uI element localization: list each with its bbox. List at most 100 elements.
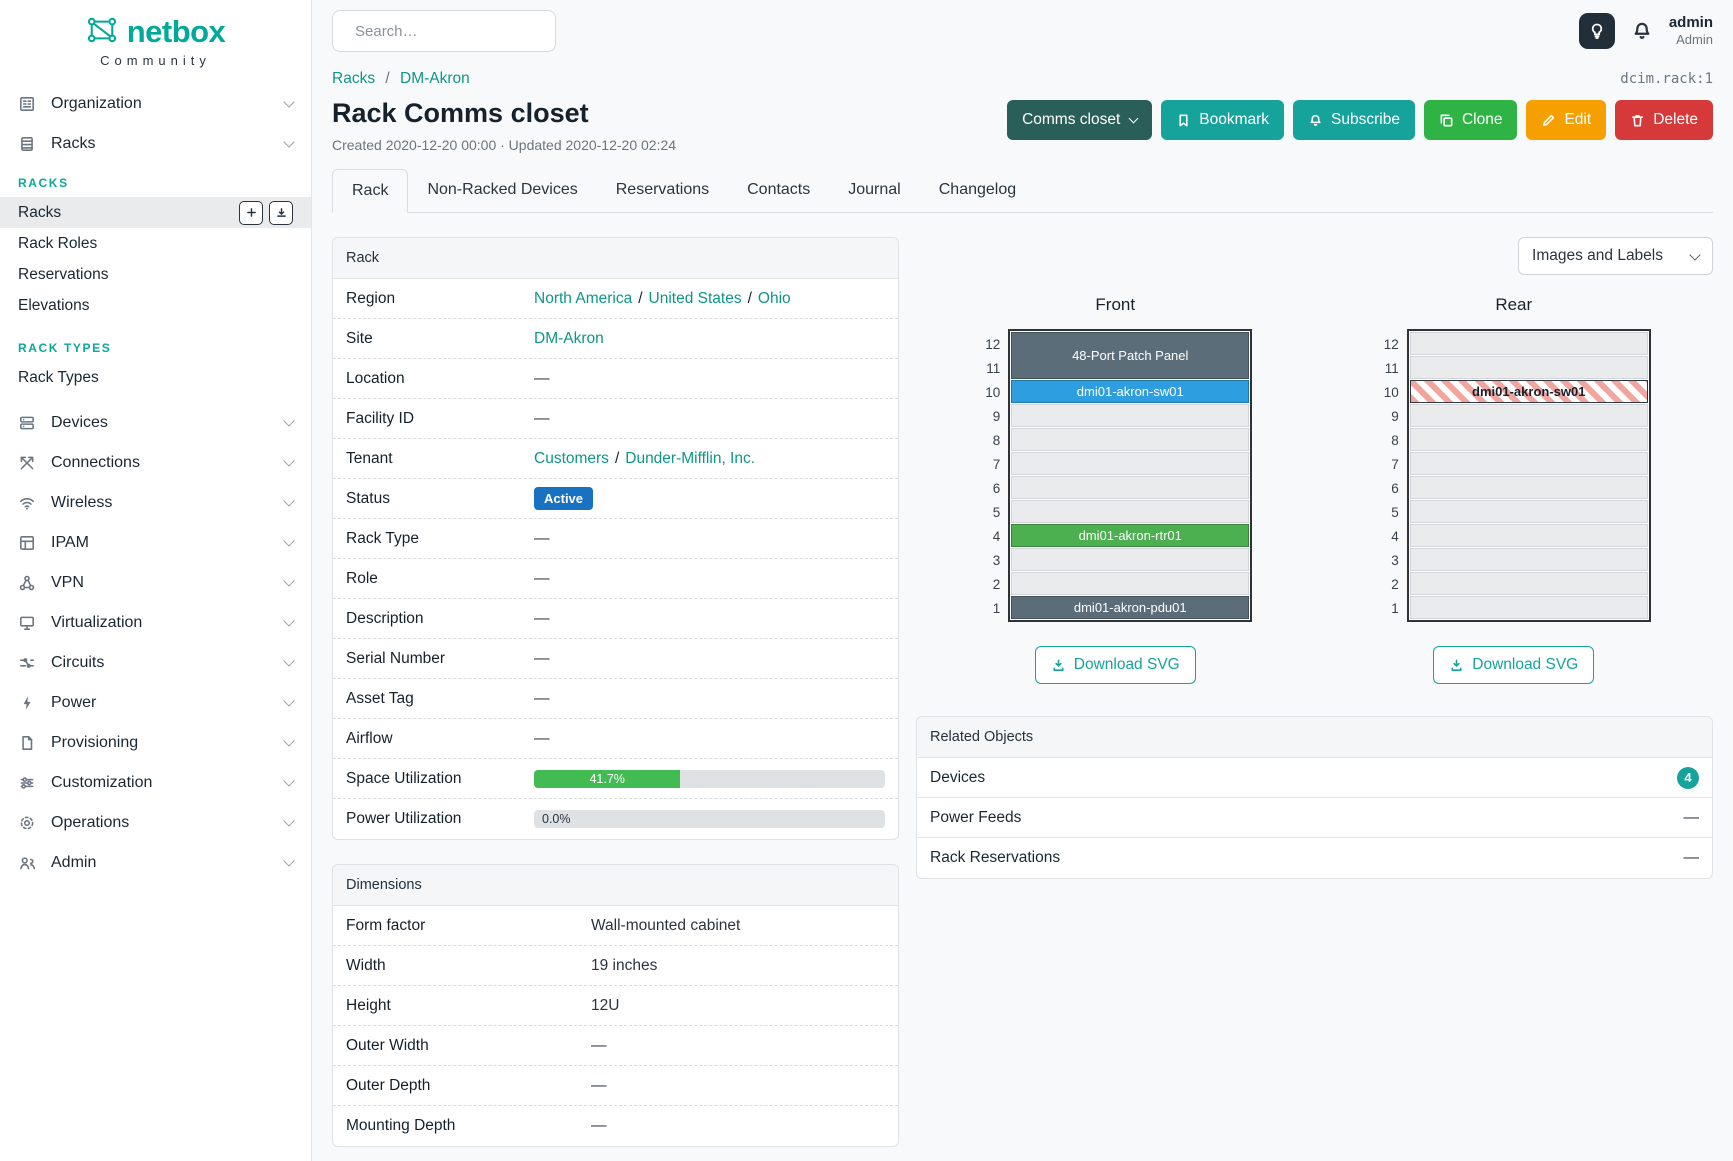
sidebar-item-ipam[interactable]: IPAM xyxy=(0,523,311,563)
sidebar-item-virtualization[interactable]: Virtualization xyxy=(0,603,311,643)
brand[interactable]: netbox Community xyxy=(0,14,311,68)
tab-changelog[interactable]: Changelog xyxy=(938,181,1017,198)
import-racks-button[interactable] xyxy=(269,200,293,225)
download-svg-front-button[interactable]: Download SVG xyxy=(1034,646,1196,684)
related-row-devices[interactable]: Devices 4 xyxy=(917,758,1712,798)
sidebar-item-label: IPAM xyxy=(51,534,89,551)
sidebar-item-label: Provisioning xyxy=(51,734,139,751)
empty-unit[interactable] xyxy=(1011,500,1250,523)
sidebar-item-provisioning[interactable]: Provisioning xyxy=(0,723,311,763)
rack-device-sw01[interactable]: dmi01-akron-sw01 xyxy=(1011,380,1250,403)
sidebar-item-admin[interactable]: Admin xyxy=(0,843,311,883)
tab-rack[interactable]: Rack xyxy=(332,169,409,213)
sidebar-item-racks[interactable]: Racks xyxy=(0,124,311,164)
empty-unit[interactable] xyxy=(1409,332,1648,355)
empty-unit[interactable] xyxy=(1409,500,1648,523)
empty-unit[interactable] xyxy=(1011,404,1250,427)
download-icon xyxy=(1451,659,1462,671)
sidebar-item-organization[interactable]: Organization xyxy=(0,84,311,124)
devices-count-badge: 4 xyxy=(1677,766,1699,789)
sidebar-item-power[interactable]: Power xyxy=(0,683,311,723)
search-input[interactable] xyxy=(355,22,554,40)
chevron-down-icon xyxy=(283,136,295,148)
operations-icon xyxy=(18,814,38,832)
empty-unit[interactable] xyxy=(1409,596,1648,619)
sidebar-item-label: Circuits xyxy=(51,654,105,671)
download-svg-rear-button[interactable]: Download SVG xyxy=(1433,646,1595,684)
breadcrumb-separator: / xyxy=(385,70,390,87)
clone-button[interactable]: Clone xyxy=(1423,100,1518,140)
empty-unit[interactable] xyxy=(1409,428,1648,451)
region-link[interactable]: North America xyxy=(534,289,633,307)
unit-number: 9 xyxy=(992,408,1001,424)
rack-device-pdu01[interactable]: dmi01-akron-pdu01 xyxy=(1011,596,1250,619)
empty-unit[interactable] xyxy=(1409,404,1648,427)
sidebar-item-racks-list[interactable]: Racks xyxy=(0,197,311,228)
rack-device-sw01-rear[interactable]: dmi01-akron-sw01 xyxy=(1409,380,1648,403)
attr-row-space-utilization: Space Utilization 41.7% xyxy=(333,759,898,799)
sidebar-item-connections[interactable]: Connections xyxy=(0,443,311,483)
attr-label: Space Utilization xyxy=(346,769,462,787)
sidebar: netbox Community Organization Racks RACK… xyxy=(0,0,312,1161)
empty-unit[interactable] xyxy=(1011,428,1250,451)
rack-device-rtr01[interactable]: dmi01-akron-rtr01 xyxy=(1011,524,1250,547)
tab-reservations[interactable]: Reservations xyxy=(615,181,710,198)
site-link[interactable]: DM-Akron xyxy=(534,329,604,347)
images-labels-select[interactable]: Images and Labels xyxy=(1518,237,1713,275)
related-row-rack-reservations[interactable]: Rack Reservations — xyxy=(917,838,1712,878)
empty-unit[interactable] xyxy=(1011,572,1250,595)
sidebar-item-vpn[interactable]: VPN xyxy=(0,563,311,603)
unit-number: 6 xyxy=(992,480,1001,496)
empty-unit[interactable] xyxy=(1409,476,1648,499)
rack-device-patch-panel[interactable]: 48-Port Patch Panel xyxy=(1011,332,1250,379)
sidebar-item-operations[interactable]: Operations xyxy=(0,803,311,843)
unit-number: 8 xyxy=(992,432,1001,448)
related-row-power-feeds[interactable]: Power Feeds — xyxy=(917,798,1712,838)
chevron-down-icon xyxy=(283,655,295,667)
user-menu[interactable]: admin Admin xyxy=(1669,14,1713,49)
sidebar-item-label: Devices xyxy=(51,414,108,431)
empty-unit[interactable] xyxy=(1409,356,1648,379)
sidebar-item-wireless[interactable]: Wireless xyxy=(0,483,311,523)
chevron-down-icon xyxy=(283,775,295,787)
attr-row-outer-width: Outer Width — xyxy=(333,1026,898,1066)
sidebar-item-reservations[interactable]: Reservations xyxy=(0,259,311,290)
tenant-group-link[interactable]: Customers xyxy=(534,449,609,467)
notifications-button[interactable] xyxy=(1631,20,1653,42)
rack-panel-title: Rack xyxy=(333,238,898,279)
empty-unit[interactable] xyxy=(1409,524,1648,547)
dark-mode-toggle[interactable] xyxy=(1578,13,1615,49)
tenant-link[interactable]: Dunder-Mifflin, Inc. xyxy=(625,449,756,467)
region-link[interactable]: Ohio xyxy=(757,289,791,307)
power-icon xyxy=(18,694,38,712)
empty-unit[interactable] xyxy=(1011,548,1250,571)
tab-non-racked-devices[interactable]: Non-Racked Devices xyxy=(427,181,578,198)
sidebar-item-customization[interactable]: Customization xyxy=(0,763,311,803)
delete-button[interactable]: Delete xyxy=(1615,100,1713,140)
action-buttons: Comms closet Bookmark Subscribe Clone xyxy=(1007,100,1713,140)
empty-unit[interactable] xyxy=(1409,548,1648,571)
global-search[interactable] xyxy=(332,10,556,52)
sidebar-item-elevations[interactable]: Elevations xyxy=(0,290,311,321)
sidebar-item-rack-roles[interactable]: Rack Roles xyxy=(0,228,311,259)
empty-unit[interactable] xyxy=(1011,452,1250,475)
subscribe-button[interactable]: Subscribe xyxy=(1293,100,1415,140)
add-rack-button[interactable] xyxy=(239,200,263,225)
rack-elevations: Front 12 11 10 9 8 7 6 5 4 xyxy=(916,295,1713,684)
edit-button[interactable]: Edit xyxy=(1526,100,1607,140)
empty-unit[interactable] xyxy=(1011,476,1250,499)
empty-unit[interactable] xyxy=(1409,572,1648,595)
bookmark-button[interactable]: Bookmark xyxy=(1161,100,1285,140)
region-link[interactable]: United States xyxy=(648,289,742,307)
breadcrumb-racks[interactable]: Racks xyxy=(332,70,376,87)
tab-contacts[interactable]: Contacts xyxy=(747,181,811,198)
sidebar-item-circuits[interactable]: Circuits xyxy=(0,643,311,683)
context-dropdown-button[interactable]: Comms closet xyxy=(1007,100,1153,140)
sidebar-item-devices[interactable]: Devices xyxy=(0,403,311,443)
front-title: Front xyxy=(1095,295,1136,314)
tab-journal[interactable]: Journal xyxy=(848,181,901,198)
sidebar-item-rack-types[interactable]: Rack Types xyxy=(0,362,311,393)
breadcrumb-site[interactable]: DM-Akron xyxy=(400,70,470,87)
power-utilization-bar: 0.0% xyxy=(534,810,885,828)
empty-unit[interactable] xyxy=(1409,452,1648,475)
